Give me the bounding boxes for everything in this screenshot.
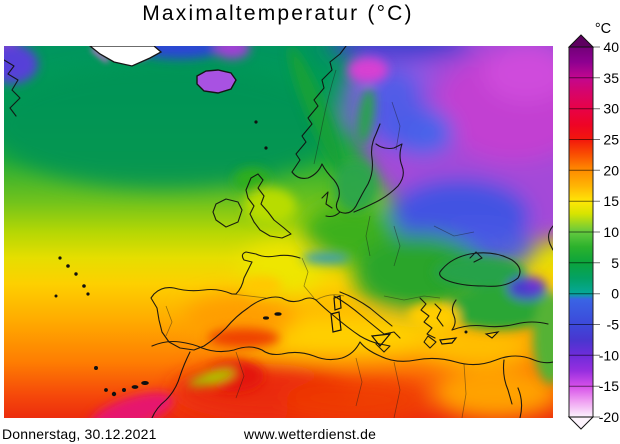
coast-baltic	[291, 123, 404, 218]
region-east-med	[412, 328, 536, 364]
iceland	[196, 69, 237, 94]
europe-temperature-map	[4, 46, 553, 418]
azores-island	[86, 292, 90, 296]
canary-island	[131, 385, 139, 389]
madeira-island	[94, 365, 99, 370]
region-scotland-green	[234, 168, 270, 192]
region-east-europe-green	[353, 234, 485, 314]
region-arctic-blue-band	[328, 46, 472, 60]
coast-black-sea	[439, 251, 521, 287]
tick-label: -15	[599, 378, 619, 394]
coast-uk	[245, 173, 292, 239]
colorbar-above-max-arrow	[567, 34, 595, 48]
greenland-ice	[88, 46, 163, 67]
corsica-island	[333, 295, 342, 311]
tick-label: -5	[607, 317, 620, 333]
shetland-island	[264, 146, 268, 150]
colorbar-tick-labels: 40 35 30 25 20 15 10 5 0 -5 -10 -15 -20	[599, 39, 619, 425]
region-west-sahara-magenta	[89, 392, 175, 418]
footer: Donnerstag, 30.12.2021 www.wetterdienst.…	[0, 423, 620, 444]
tick-label: 20	[603, 162, 619, 178]
balearic-island	[274, 312, 282, 316]
region-north-atlantic	[4, 64, 339, 188]
region-south-spain-red	[208, 328, 280, 348]
region-england-yellow-green	[244, 188, 296, 224]
canary-island	[122, 387, 127, 392]
cyprus-island	[484, 331, 500, 339]
coast-nile-red-sea	[502, 359, 523, 418]
region-sw-france-orange	[242, 276, 282, 296]
azores-island	[74, 272, 78, 276]
azores-island	[82, 284, 86, 288]
coast-turkey	[451, 299, 549, 331]
rhodes-island	[464, 330, 468, 334]
region-labrador-blue	[4, 46, 38, 84]
tick-label: -20	[599, 409, 619, 425]
tick-label: 10	[603, 224, 619, 240]
tick-label: 15	[603, 193, 619, 209]
coast-greece	[419, 297, 444, 349]
azores-island	[66, 264, 70, 268]
sardinia-island	[330, 311, 342, 333]
canary-island	[111, 391, 117, 397]
tick-label: 5	[611, 255, 619, 271]
balearic-island	[262, 316, 269, 320]
region-east-turkey-blue	[507, 276, 547, 300]
colorbar-ticks	[569, 46, 600, 418]
tick-label: 0	[611, 286, 619, 302]
tick-label: 25	[603, 132, 619, 148]
region-east-turkey-purple	[528, 278, 540, 290]
canary-island	[141, 380, 149, 385]
coast-france-iberia	[150, 251, 317, 351]
region-russia-magenta-streak	[484, 46, 553, 102]
azores-island	[54, 294, 58, 298]
region-iberia-orange	[184, 294, 296, 342]
azores-island	[58, 256, 62, 260]
region-bothnia-green	[357, 88, 375, 144]
tick-label: 35	[603, 70, 619, 86]
region-algeria-red	[284, 378, 428, 418]
canary-island	[104, 388, 108, 392]
temperature-field-canvas	[4, 46, 553, 418]
coast-adriatic-east	[339, 291, 393, 327]
page-title: Maximaltemperatur (°C)	[142, 2, 414, 25]
coastlines	[4, 46, 553, 418]
coast-north-africa	[151, 340, 553, 366]
region-morocco-red	[204, 360, 264, 392]
coast-ireland	[212, 198, 243, 228]
coast-morocco-atlantic	[151, 351, 191, 418]
tick-label: 40	[603, 39, 619, 55]
temperature-colorbar: °C 40 35 30	[556, 14, 620, 436]
region-atlas-streak	[188, 370, 236, 386]
crete-island	[439, 337, 458, 345]
coast-labrador	[4, 59, 21, 117]
region-aegean-yellow	[408, 302, 460, 330]
country-borders	[165, 69, 475, 418]
colorbar-unit-label: °C	[595, 21, 611, 37]
footer-date: Donnerstag, 30.12.2021	[2, 426, 157, 442]
footer-website: www.wetterdienst.de	[243, 426, 377, 442]
region-black-sea-green	[434, 256, 526, 288]
tick-label: -10	[599, 347, 619, 363]
faroe-island	[254, 120, 258, 124]
coast-caspian-edge	[547, 225, 553, 251]
region-north-scand-magenta	[348, 58, 388, 82]
tick-label: 30	[603, 101, 619, 117]
coast-norway	[291, 46, 347, 173]
region-baltic-sea-green	[334, 160, 378, 212]
region-alps-teal	[302, 252, 350, 264]
region-finland-blue	[364, 68, 424, 148]
region-norway-coast-green	[288, 46, 344, 174]
sicily-island	[370, 333, 392, 347]
coast-italy	[315, 295, 401, 353]
region-egypt-orange	[434, 366, 553, 418]
region-greenland-east-purple	[214, 46, 250, 59]
islands	[54, 120, 500, 397]
